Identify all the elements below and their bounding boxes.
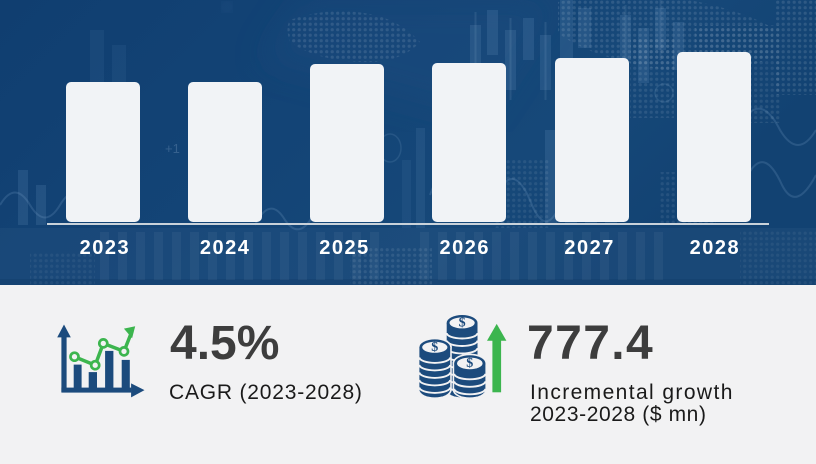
svg-text:$: $ [431,340,438,355]
svg-text:$: $ [466,356,473,371]
svg-text:+1: +1 [165,141,180,156]
svg-text:$: $ [459,316,466,331]
